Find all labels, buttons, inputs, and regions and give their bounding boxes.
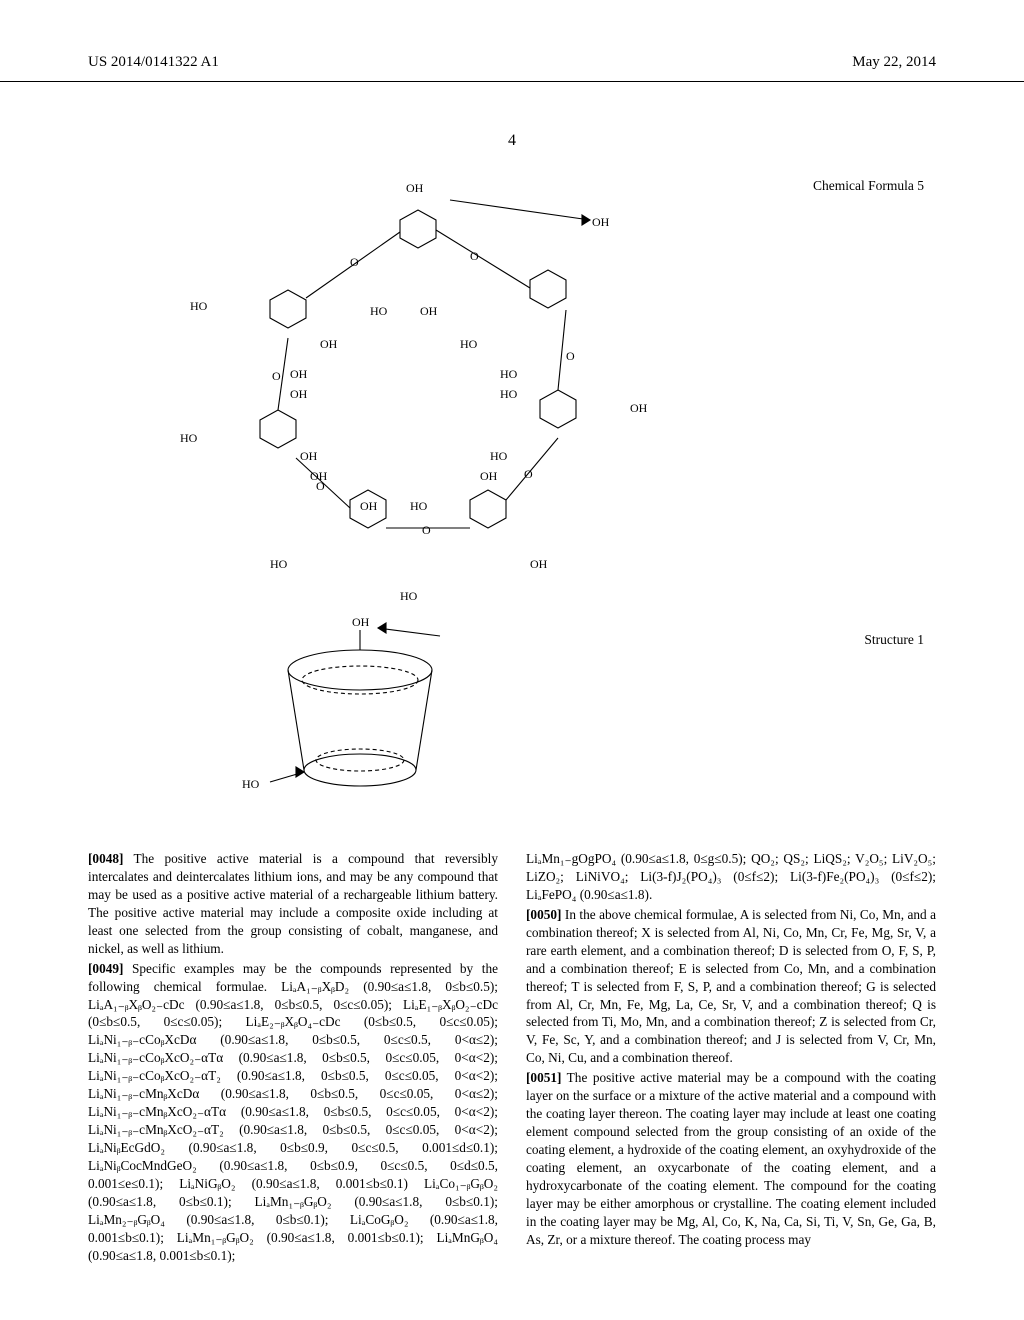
oh-label: OH bbox=[352, 615, 370, 629]
oh-label: OH bbox=[320, 337, 338, 351]
patent-number: US 2014/0141322 A1 bbox=[88, 54, 219, 71]
o-label: O bbox=[316, 479, 325, 493]
para-num: [0050] bbox=[526, 907, 561, 922]
oh-label: OH bbox=[420, 304, 438, 318]
ho-label: HO bbox=[490, 449, 508, 463]
oh-label: OH bbox=[480, 469, 498, 483]
para-num: [0048] bbox=[88, 851, 123, 866]
ho-label: HO bbox=[370, 304, 388, 318]
oh-label: OH bbox=[290, 387, 308, 401]
oh-label: OH bbox=[592, 215, 610, 229]
oh-label: OH bbox=[630, 401, 648, 415]
para-0051: [0051] The positive active material may … bbox=[526, 1069, 936, 1248]
o-label: O bbox=[470, 249, 479, 263]
right-column: LiₐMn₁₋gOgPO₄ (0.90≤a≤1.8, 0≤g≤0.5); QO₂… bbox=[526, 850, 936, 1267]
ho-label: HO bbox=[400, 589, 418, 603]
chem-formula-5-label: Chemical Formula 5 bbox=[813, 178, 924, 194]
para-0049b: LiₐMn₁₋gOgPO₄ (0.90≤a≤1.8, 0≤g≤0.5); QO₂… bbox=[526, 850, 936, 904]
left-column: [0048] The positive active material is a… bbox=[88, 850, 498, 1267]
ho-label: HO bbox=[500, 367, 518, 381]
ho-label: HO bbox=[500, 387, 518, 401]
ho-label: HO bbox=[270, 557, 288, 571]
para-num: [0049] bbox=[88, 961, 123, 976]
ho-label: HO bbox=[460, 337, 478, 351]
o-label: O bbox=[422, 523, 431, 537]
ho-label: HO bbox=[180, 431, 198, 445]
oh-label: OH bbox=[406, 181, 424, 195]
o-label: O bbox=[566, 349, 575, 363]
para-text: Specific examples may be the compounds r… bbox=[88, 961, 498, 1263]
para-num: [0051] bbox=[526, 1070, 561, 1085]
oh-label: OH bbox=[530, 557, 548, 571]
ho-label: HO bbox=[190, 299, 208, 313]
para-0050: [0050] In the above chemical formulae, A… bbox=[526, 906, 936, 1067]
structure-1-label: Structure 1 bbox=[864, 632, 924, 648]
oh-label: OH bbox=[290, 367, 308, 381]
page-number: 4 bbox=[508, 132, 516, 150]
oh-label: OH bbox=[300, 449, 318, 463]
patent-date: May 22, 2014 bbox=[852, 54, 936, 71]
text-columns: [0048] The positive active material is a… bbox=[88, 850, 936, 1267]
o-label: O bbox=[524, 467, 533, 481]
chemical-structure-svg: OH OH HO HO OH OH HO OH HO OH HO OH HO O… bbox=[120, 170, 740, 830]
para-text: The positive active material is a compou… bbox=[88, 851, 498, 956]
page-header: US 2014/0141322 A1 May 22, 2014 bbox=[0, 54, 1024, 82]
para-0049a: [0049] Specific examples may be the comp… bbox=[88, 960, 498, 1265]
cyclodextrin-diagram: OH OH HO HO OH OH HO OH HO OH HO OH HO O… bbox=[120, 170, 740, 830]
o-label: O bbox=[272, 369, 281, 383]
oh-label: OH bbox=[360, 499, 378, 513]
para-text: In the above chemical formulae, A is sel… bbox=[526, 907, 936, 1066]
para-0048: [0048] The positive active material is a… bbox=[88, 850, 498, 958]
ho-label: HO bbox=[410, 499, 428, 513]
o-label: O bbox=[350, 255, 359, 269]
ho-label: HO bbox=[242, 777, 260, 791]
para-text: The positive active material may be a co… bbox=[526, 1070, 936, 1246]
